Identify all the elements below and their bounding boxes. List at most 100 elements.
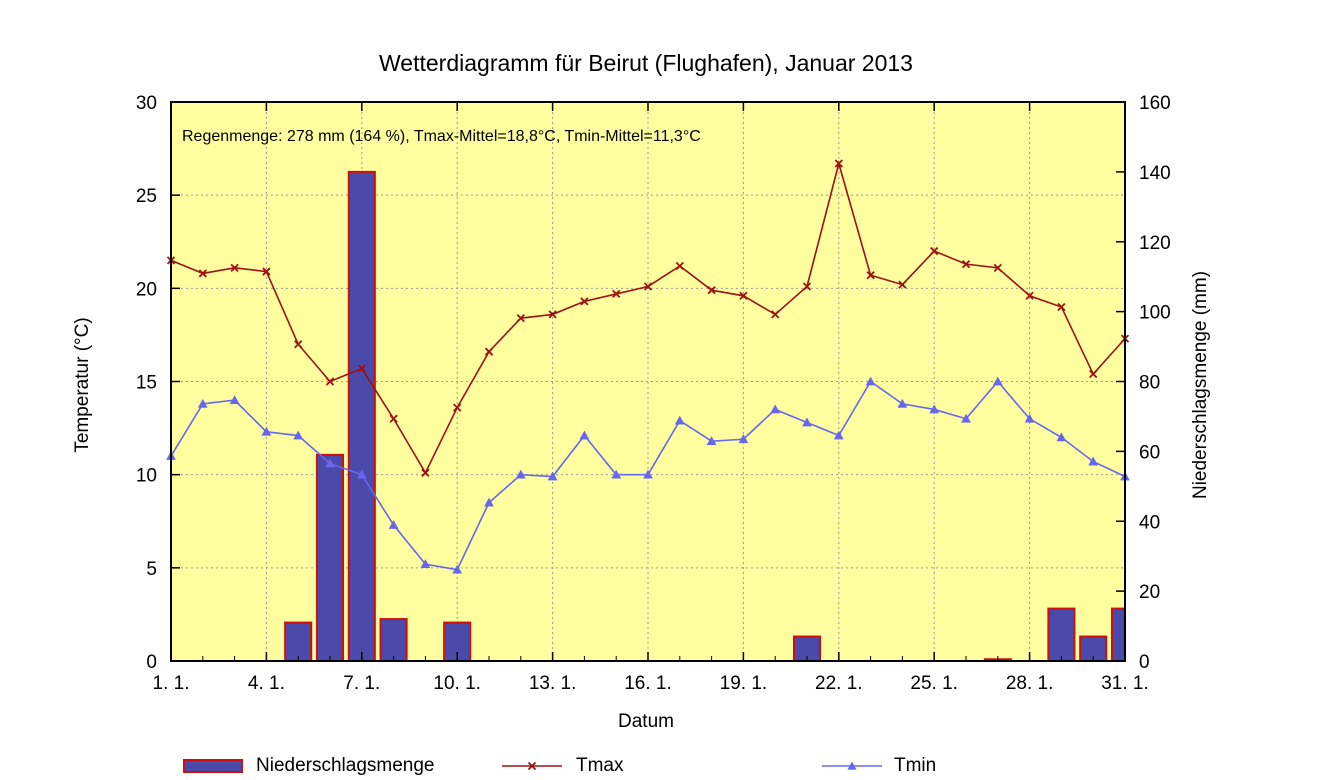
tmax-point: [198, 269, 207, 278]
tmax-point: [484, 347, 494, 356]
x-tick-label: 19. 1.: [720, 673, 768, 694]
y-axis-left-title: Temperatur (°C): [72, 317, 93, 452]
tmax-point: [580, 297, 589, 306]
tmin-point: [674, 415, 685, 425]
right-tick-label: 80: [1139, 373, 1160, 394]
x-tick-label: 7. 1.: [343, 673, 380, 694]
tmin-point: [802, 417, 812, 427]
tmax-point: [357, 364, 366, 373]
precipitation-bars: [284, 170, 1127, 663]
tmin-point: [1088, 456, 1099, 466]
tmax-point: [993, 263, 1002, 272]
tmin-point: [1056, 432, 1067, 442]
tmax-point: [739, 291, 748, 300]
left-tick-label: 30: [136, 93, 157, 114]
tmax-point: [1057, 302, 1066, 312]
right-tick-label: 100: [1139, 303, 1171, 324]
right-tick-label: 20: [1139, 582, 1160, 603]
right-tick-label: 0: [1139, 652, 1150, 673]
tmax-point: [707, 286, 716, 295]
tmax-point: [453, 403, 462, 412]
right-tick-label: 160: [1139, 93, 1171, 114]
left-tick-label: 15: [136, 373, 157, 394]
left-tick-label: 10: [136, 466, 157, 487]
tmax-point: [516, 314, 525, 323]
tmin-point: [261, 426, 272, 436]
tmax-point: [421, 468, 430, 477]
tmin-point: [770, 404, 781, 414]
legend-label-tmin: Tmin: [894, 755, 936, 776]
left-tick-label: 25: [136, 186, 157, 207]
legend: Niederschlagsmenge Tmax Tmin: [183, 755, 936, 776]
left-tick-label: 5: [146, 559, 157, 580]
tmax-point: [262, 267, 271, 276]
tmin-point: [579, 430, 590, 440]
tmax-point: [866, 271, 875, 280]
legend-marker-tmax: [527, 761, 537, 771]
legend-swatch-precip: [183, 759, 243, 773]
tmax-point: [389, 414, 398, 423]
precip-bar: [1047, 607, 1076, 662]
precip-bar: [347, 170, 376, 662]
x-tick-label: 28. 1.: [1006, 673, 1054, 694]
tmin-point: [961, 413, 971, 423]
tmin-point: [293, 430, 304, 440]
legend-label-tmax: Tmax: [576, 755, 624, 776]
tmin-point: [420, 559, 431, 568]
tmin-point: [515, 469, 526, 479]
tmin-point: [897, 398, 908, 408]
precip-bar: [1110, 607, 1127, 662]
x-tick-label: 13. 1.: [529, 673, 577, 694]
tmax-point: [294, 340, 303, 349]
tmax-point: [1089, 369, 1098, 379]
x-tick-label: 25. 1.: [910, 673, 958, 694]
tmin-point: [356, 469, 367, 479]
x-tick-label: 10. 1.: [433, 673, 481, 694]
tmin-point: [1024, 413, 1035, 423]
tmax-point: [643, 282, 653, 291]
tmin-point: [229, 395, 240, 404]
chart-title: Wetterdiagramm für Beirut (Flughafen), J…: [379, 50, 913, 76]
x-tick-label: 4. 1.: [248, 673, 285, 694]
left-tick-label: 20: [136, 279, 157, 300]
tmax-point: [675, 261, 684, 271]
right-tick-label: 120: [1139, 233, 1171, 254]
tmax-point: [230, 263, 239, 272]
precip-bar: [315, 453, 345, 662]
tmin-point: [865, 376, 876, 386]
tmax-point: [961, 259, 971, 269]
tmax-point: [548, 310, 557, 319]
precip-bar: [379, 618, 408, 663]
tmax-point: [1025, 291, 1034, 300]
chart-annotation: Regenmenge: 278 mm (164 %), Tmax-Mittel=…: [182, 128, 701, 145]
tmin-point: [452, 564, 463, 574]
x-tick-label: 1. 1.: [153, 673, 190, 694]
right-tick-label: 140: [1139, 163, 1171, 184]
tmin-point: [611, 469, 622, 479]
tmin-point: [484, 497, 494, 507]
tmin-point: [388, 519, 399, 529]
tmin-point: [197, 398, 208, 408]
tmax-point: [930, 246, 939, 256]
tmax-point: [834, 159, 843, 168]
x-tick-label: 31. 1.: [1101, 673, 1149, 694]
tmin-point: [547, 471, 558, 481]
left-tick-label: 0: [146, 652, 157, 673]
precip-bar: [284, 621, 313, 662]
tmin-point: [929, 404, 940, 414]
tmin-point: [706, 436, 717, 445]
tmax-point: [325, 377, 335, 386]
tmin-point: [643, 469, 653, 479]
tmin-point: [325, 458, 335, 468]
tmax-point: [898, 280, 907, 289]
legend-label-precip: Niederschlagsmenge: [256, 755, 435, 776]
right-tick-label: 40: [1139, 512, 1160, 533]
legend-marker-tmin: [847, 761, 857, 770]
tmax-point: [771, 310, 780, 319]
temperature-lines: [166, 159, 1130, 574]
tmin-point: [738, 434, 749, 444]
tmax-point: [612, 289, 621, 299]
tmax-point: [802, 282, 812, 291]
tmin-point: [833, 430, 844, 440]
